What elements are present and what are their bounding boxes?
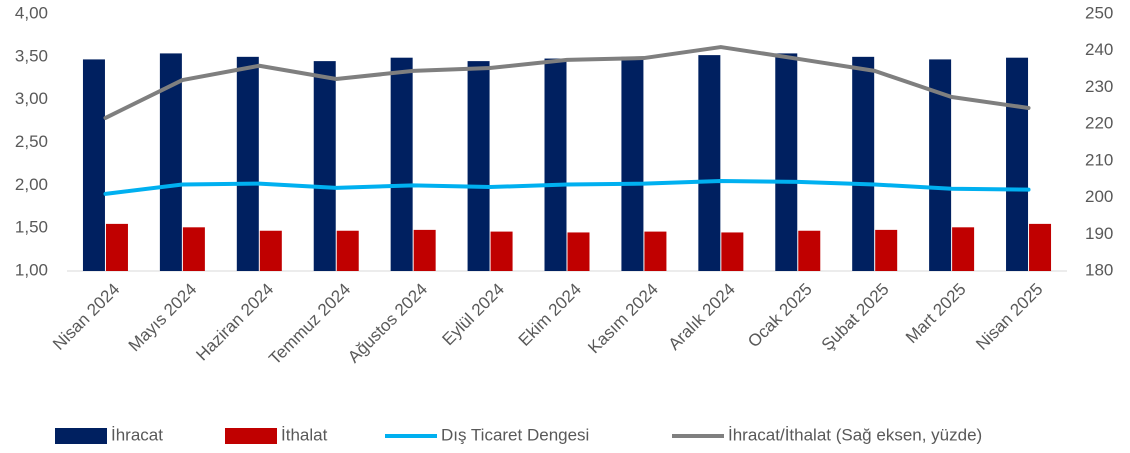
y2-tick-label: 250 [1085, 3, 1113, 22]
bar [798, 230, 821, 271]
bar [721, 232, 744, 271]
y2-tick-label: 230 [1085, 77, 1113, 96]
bar [413, 229, 436, 271]
bar [852, 56, 875, 272]
bar [313, 61, 336, 271]
y-tick-label: 2,00 [15, 175, 48, 194]
x-tick-label: Haziran 2024 [192, 280, 277, 365]
x-tick-label: Temmuz 2024 [265, 280, 354, 369]
bar [621, 56, 644, 272]
bar [1029, 223, 1052, 271]
legend-swatch [55, 428, 107, 444]
y2-tick-label: 180 [1085, 260, 1113, 279]
y-tick-label: 4,00 [15, 3, 48, 22]
y2-tick-label: 200 [1085, 187, 1113, 206]
x-tick-label: Mart 2025 [902, 280, 970, 348]
bar [182, 227, 205, 271]
bar [1006, 57, 1029, 271]
y-tick-label: 3,50 [15, 46, 48, 65]
bar [236, 56, 259, 272]
line [103, 179, 1031, 196]
bar [952, 227, 975, 271]
x-tick-label: Eylül 2024 [439, 280, 509, 350]
x-tick-label: Ekim 2024 [515, 280, 585, 350]
x-tick-label: Nisan 2025 [972, 280, 1046, 354]
y2-tick-label: 190 [1085, 224, 1113, 243]
x-tick-label: Ocak 2025 [744, 280, 816, 352]
legend-label: İhracat [111, 425, 163, 444]
x-tick-label: Şubat 2025 [818, 280, 893, 355]
x-tick-label: Mayıs 2024 [125, 280, 201, 356]
bar [875, 229, 898, 271]
bar [775, 53, 798, 272]
bar [467, 61, 490, 271]
y-tick-label: 1,00 [15, 260, 48, 279]
bar [698, 55, 721, 272]
bar [644, 231, 667, 271]
bar [929, 59, 952, 271]
bar [259, 230, 282, 271]
y-tick-label: 2,50 [15, 132, 48, 151]
y2-tick-label: 210 [1085, 150, 1113, 169]
bar [105, 223, 128, 271]
y2-tick-label: 240 [1085, 40, 1113, 59]
bar [159, 53, 182, 272]
bar [336, 230, 359, 271]
line [103, 45, 1031, 120]
y-tick-label: 1,50 [15, 218, 48, 237]
bar [82, 59, 105, 271]
bar [567, 232, 590, 271]
bar [544, 58, 567, 272]
x-tick-label: Nisan 2024 [49, 280, 123, 354]
x-tick-label: Aralık 2024 [665, 280, 739, 354]
legend-label: İthalat [281, 425, 328, 444]
legend-label: İhracat/İthalat (Sağ eksen, yüzde) [728, 425, 982, 444]
legend-label: Dış Ticaret Dengesi [441, 425, 589, 444]
y2-tick-label: 220 [1085, 114, 1113, 133]
y-tick-label: 3,00 [15, 89, 48, 108]
bar [390, 57, 413, 271]
x-tick-label: Ağustos 2024 [344, 280, 431, 367]
bar [490, 231, 513, 271]
x-tick-label: Kasım 2024 [584, 280, 662, 358]
legend-swatch [225, 428, 277, 444]
